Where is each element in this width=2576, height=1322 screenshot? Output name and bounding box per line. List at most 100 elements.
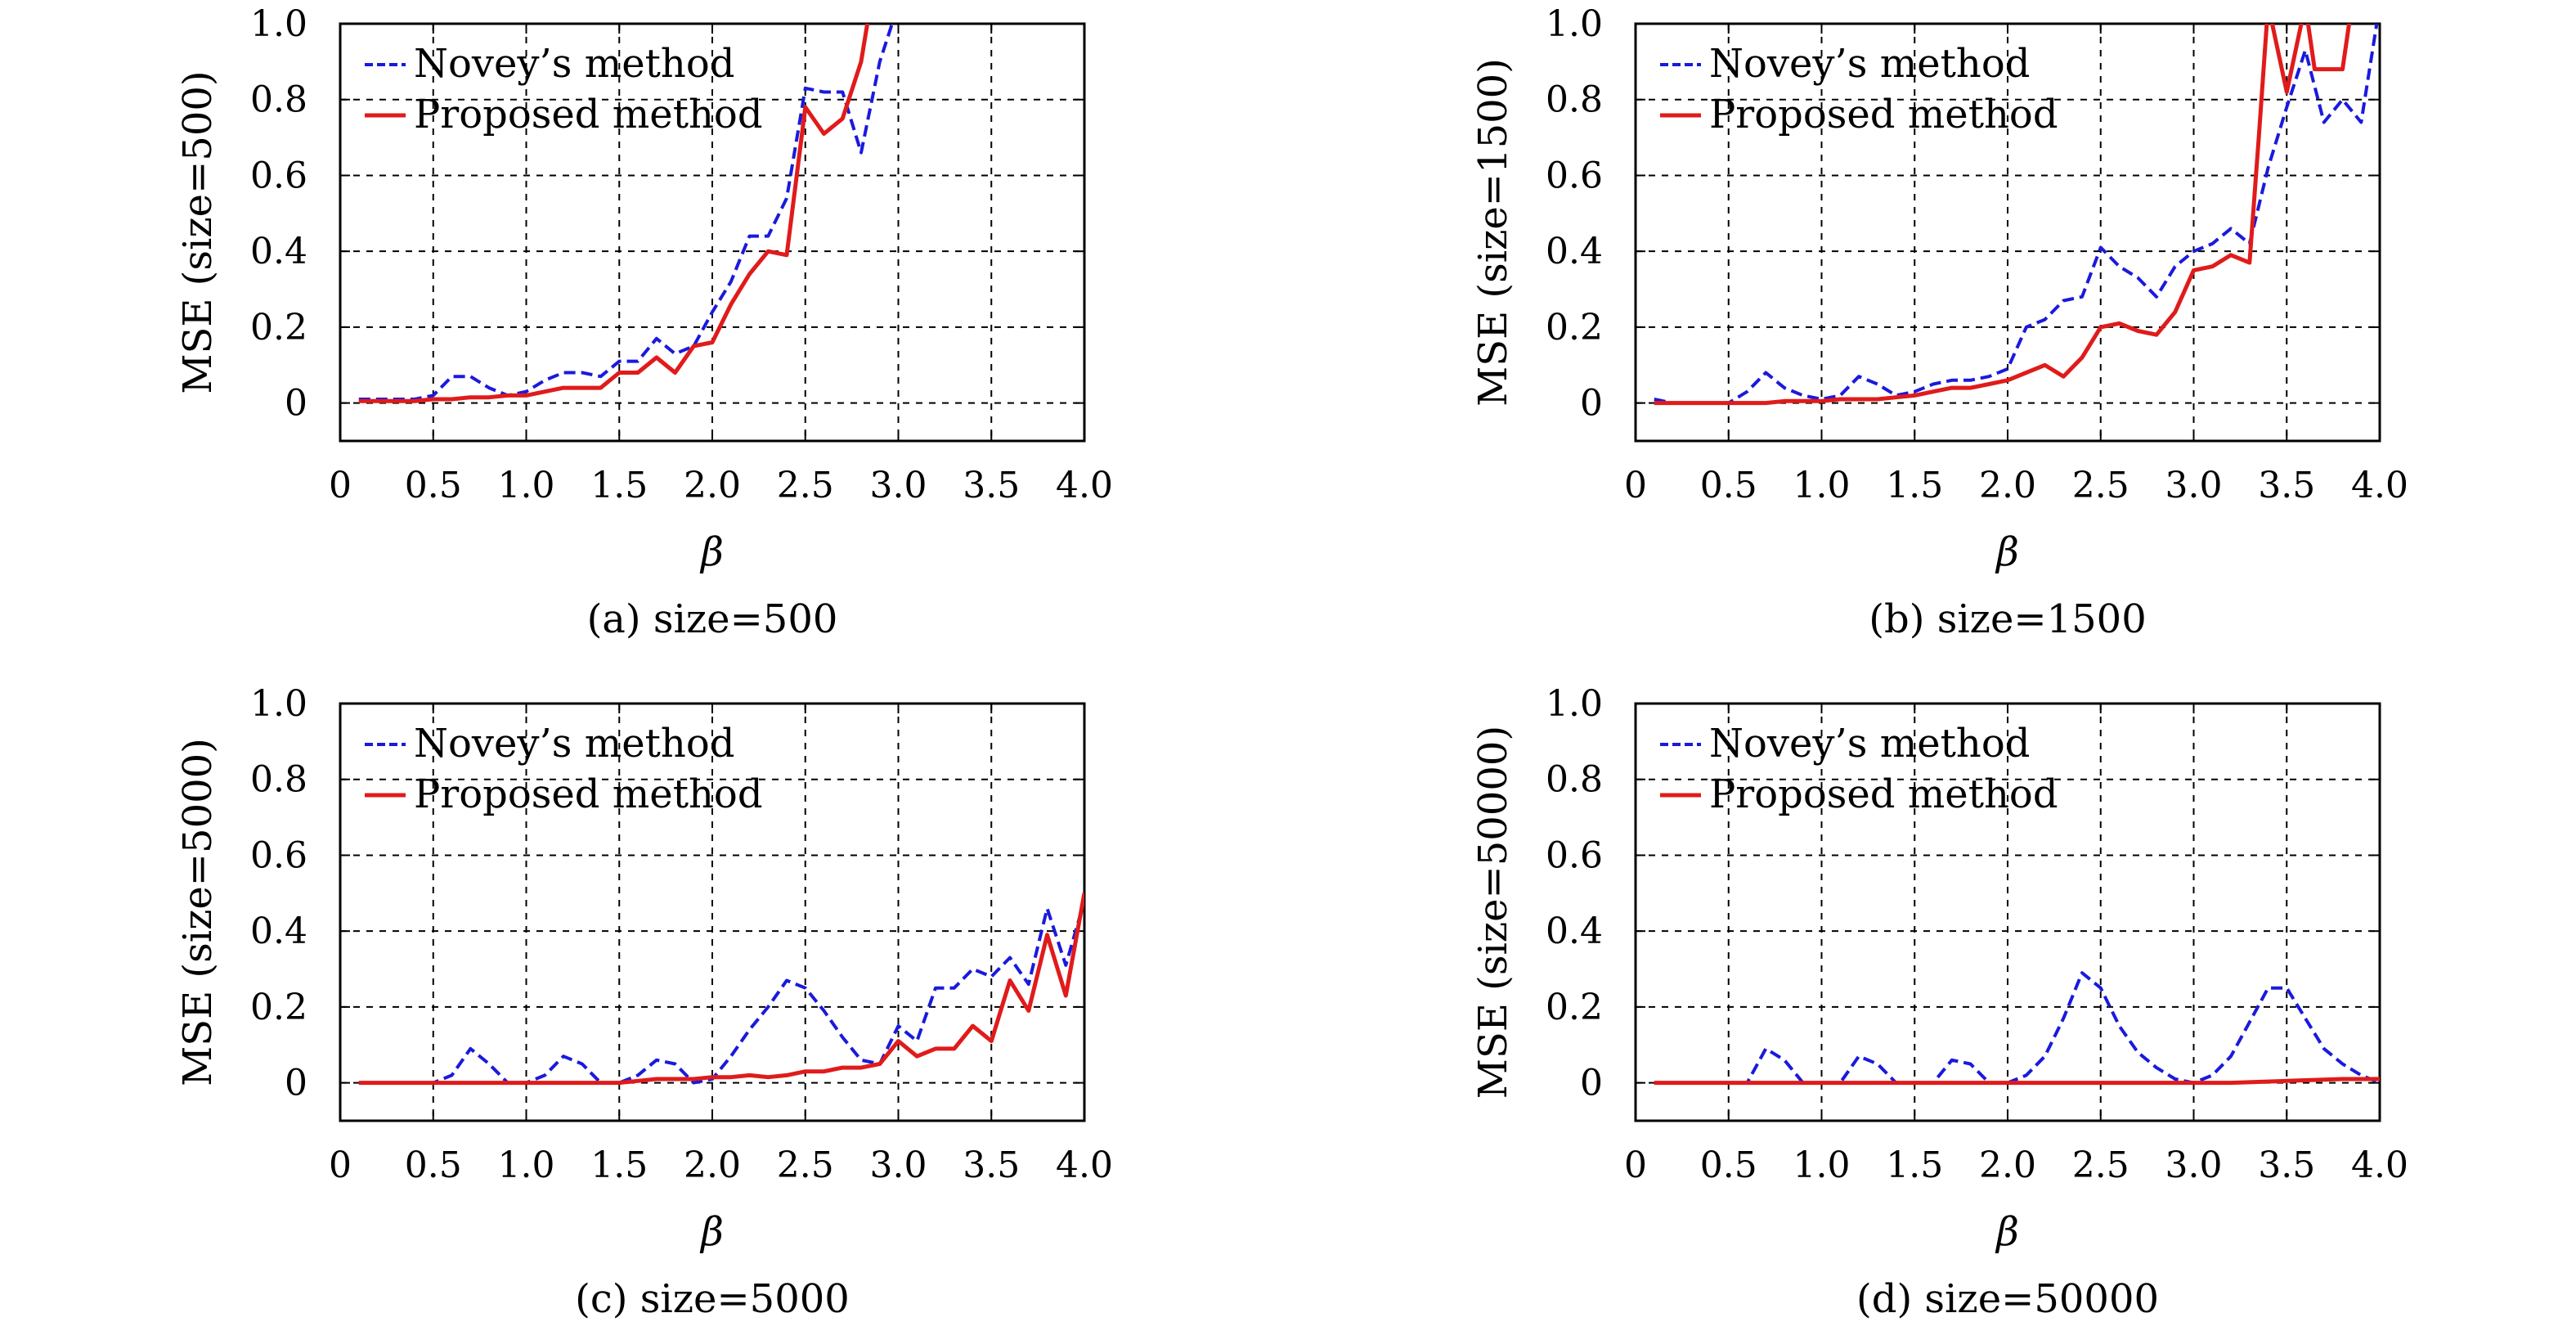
series-line-novey bbox=[1654, 971, 2380, 1085]
series-group bbox=[358, 24, 895, 403]
legend-label: Proposed method bbox=[1709, 771, 2058, 817]
x-tick-label: 3.0 bbox=[870, 1144, 927, 1186]
y-tick-label: 0.6 bbox=[250, 155, 307, 196]
y-axis-label: MSE (size=5000) bbox=[175, 738, 221, 1086]
y-tick-label: 0 bbox=[285, 1063, 307, 1104]
y-tick-label: 0.8 bbox=[250, 79, 307, 121]
x-tick-label: 1.0 bbox=[1793, 1144, 1851, 1186]
x-tick-label: 4.0 bbox=[2351, 465, 2408, 506]
y-tick-label: 0.2 bbox=[1546, 307, 1603, 348]
x-axis-label: β bbox=[699, 529, 724, 575]
legend-label: Novey’s method bbox=[414, 41, 734, 87]
x-tick-label: 3.0 bbox=[870, 465, 927, 506]
y-tick-label: 1.0 bbox=[250, 3, 307, 45]
x-tick-label: 3.5 bbox=[2258, 465, 2315, 506]
y-axis-label: MSE (size=1500) bbox=[1470, 58, 1516, 407]
x-tick-label: 0.5 bbox=[405, 1144, 462, 1186]
series-group bbox=[1654, 971, 2380, 1086]
x-tick-label: 4.0 bbox=[1056, 1144, 1113, 1186]
series-line-novey bbox=[1654, 24, 2379, 405]
x-tick-label: 2.5 bbox=[2072, 1144, 2129, 1186]
x-axis-label: β bbox=[1995, 1209, 2019, 1255]
legend-label: Novey’s method bbox=[414, 721, 734, 767]
y-tick-label: 0 bbox=[285, 383, 307, 425]
x-tick-label: 1.5 bbox=[1886, 1144, 1943, 1186]
x-tick-label: 0.5 bbox=[1700, 465, 1757, 506]
x-axis-label: β bbox=[1995, 529, 2019, 575]
legend: Novey’s method Proposed method bbox=[1660, 41, 2058, 137]
y-tick-label: 1.0 bbox=[250, 683, 307, 725]
x-tick-label: 1.0 bbox=[1793, 465, 1851, 506]
y-tick-label: 0.6 bbox=[1546, 155, 1603, 196]
series-group bbox=[358, 893, 1084, 1086]
y-tick-label: 0.2 bbox=[1546, 987, 1603, 1028]
x-tick-label: 0.5 bbox=[405, 465, 462, 506]
y-tick-label: 1.0 bbox=[1546, 683, 1603, 725]
x-tick-label: 2.0 bbox=[1979, 465, 2036, 506]
series-line-proposed bbox=[358, 893, 1084, 1086]
series-group bbox=[1654, 24, 2379, 406]
series-line-proposed bbox=[1654, 1077, 2380, 1086]
y-tick-label: 0.4 bbox=[1546, 231, 1603, 272]
x-tick-label: 2.5 bbox=[777, 1144, 834, 1186]
x-tick-label: 0 bbox=[1624, 465, 1647, 506]
legend-label: Novey’s method bbox=[1709, 41, 2030, 87]
legend: Novey’s method Proposed method bbox=[365, 41, 763, 137]
y-tick-label: 0.8 bbox=[1546, 759, 1603, 801]
x-tick-label: 1.5 bbox=[1886, 465, 1943, 506]
panel-caption: (d) size=50000 bbox=[1856, 1276, 2159, 1322]
x-tick-label: 2.0 bbox=[684, 1144, 741, 1186]
y-tick-label: 0.6 bbox=[250, 834, 307, 876]
chart-panel-3: 0 0.5 1.0 1.5 2.0 2.5 3.0 3.5 4.0 0 0.2 0.4 0.6 0.8 1.… bbox=[1470, 683, 2408, 1322]
x-axis-label: β bbox=[699, 1209, 724, 1255]
chart-panel-2: 0 0.5 1.0 1.5 2.0 2.5 3.0 3.5 4.0 0 0.2 0.4 0.6 0.8 1.… bbox=[175, 683, 1113, 1322]
series-line-proposed bbox=[1654, 24, 2352, 406]
y-tick-label: 0.2 bbox=[250, 987, 307, 1028]
series-line-novey bbox=[358, 900, 1084, 1085]
panel-caption: (a) size=500 bbox=[587, 596, 838, 642]
y-tick-label: 0.4 bbox=[1546, 911, 1603, 952]
x-tick-label: 3.5 bbox=[963, 465, 1020, 506]
legend-label: Proposed method bbox=[414, 771, 763, 817]
y-tick-label: 0.2 bbox=[250, 307, 307, 348]
x-tick-label: 2.5 bbox=[777, 465, 834, 506]
x-tick-label: 2.0 bbox=[684, 465, 741, 506]
series-line-novey bbox=[358, 24, 895, 401]
x-tick-label: 1.0 bbox=[498, 1144, 555, 1186]
x-tick-label: 2.0 bbox=[1979, 1144, 2036, 1186]
panel-caption: (c) size=5000 bbox=[575, 1276, 850, 1322]
y-tick-label: 0 bbox=[1580, 1063, 1603, 1104]
x-tick-label: 3.5 bbox=[963, 1144, 1020, 1186]
y-axis-label: MSE (size=500) bbox=[175, 70, 221, 393]
y-axis-label: MSE (size=50000) bbox=[1470, 726, 1516, 1099]
y-tick-label: 0 bbox=[1580, 383, 1603, 425]
x-tick-label: 1.5 bbox=[590, 1144, 648, 1186]
y-tick-label: 0.4 bbox=[250, 911, 307, 952]
legend-label: Novey’s method bbox=[1709, 721, 2030, 767]
x-tick-label: 0.5 bbox=[1700, 1144, 1757, 1186]
y-tick-label: 0.4 bbox=[250, 231, 307, 272]
y-tick-label: 1.0 bbox=[1546, 3, 1603, 45]
x-tick-label: 0 bbox=[329, 465, 352, 506]
chart-panel-1: 0 0.5 1.0 1.5 2.0 2.5 3.0 3.5 4.0 0 0.2 0.4 0.6 0.8 1.… bbox=[1470, 3, 2408, 642]
legend-label: Proposed method bbox=[1709, 92, 2058, 137]
legend-label: Proposed method bbox=[414, 92, 763, 137]
y-tick-label: 0.8 bbox=[1546, 79, 1603, 121]
panel-caption: (b) size=1500 bbox=[1869, 596, 2147, 642]
x-tick-label: 1.5 bbox=[590, 465, 648, 506]
x-tick-label: 3.5 bbox=[2258, 1144, 2315, 1186]
x-tick-label: 2.5 bbox=[2072, 465, 2129, 506]
y-tick-label: 0.8 bbox=[250, 759, 307, 801]
x-tick-label: 3.0 bbox=[2165, 1144, 2223, 1186]
x-tick-label: 1.0 bbox=[498, 465, 555, 506]
x-tick-label: 0 bbox=[1624, 1144, 1647, 1186]
series-line-proposed bbox=[358, 24, 870, 403]
y-tick-label: 0.6 bbox=[1546, 834, 1603, 876]
chart-panel-0: 0 0.5 1.0 1.5 2.0 2.5 3.0 3.5 4.0 0 0.2 0.4 0.6 0.8 1.… bbox=[175, 3, 1113, 642]
x-tick-label: 0 bbox=[329, 1144, 352, 1186]
x-tick-label: 3.0 bbox=[2165, 465, 2223, 506]
x-tick-label: 4.0 bbox=[1056, 465, 1113, 506]
